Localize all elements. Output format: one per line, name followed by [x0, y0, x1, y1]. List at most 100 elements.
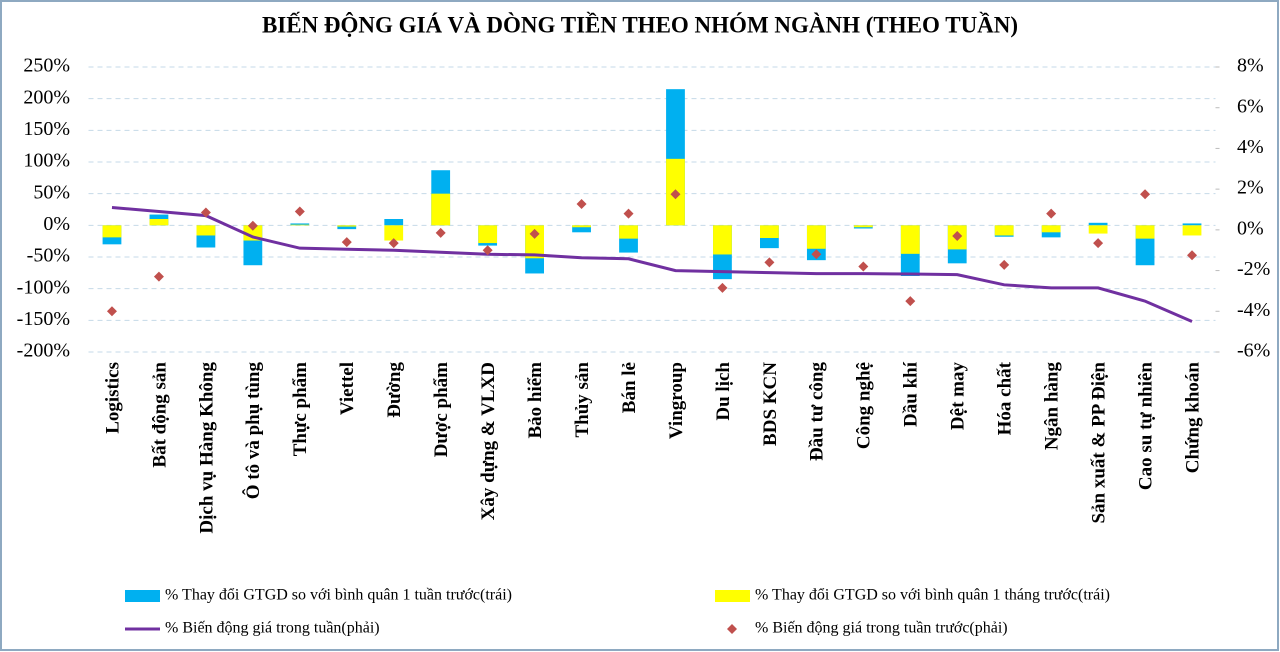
x-tick-label: Ô tô và phụ tùng	[242, 362, 264, 500]
x-tick-label: Hóa chất	[995, 361, 1016, 435]
x-tick-label: Vingroup	[666, 362, 687, 439]
bar	[1182, 223, 1202, 226]
x-tick-label: Logistics	[102, 362, 123, 434]
bar	[149, 219, 169, 226]
y-tick-label: 100%	[23, 150, 70, 172]
x-tick-label: Du lịch	[713, 362, 734, 421]
diamond-marker	[952, 230, 963, 241]
x-tick-label: Dược phẩm	[431, 362, 452, 457]
diamond-marker	[1187, 250, 1198, 261]
y-tick-label: -100%	[17, 276, 70, 298]
y-tick-label: -150%	[17, 308, 70, 330]
y2-tick-label: 4%	[1237, 136, 1264, 158]
bar	[853, 225, 873, 228]
legend-swatch	[727, 624, 737, 634]
bar	[290, 223, 310, 226]
y2-tick-label: 6%	[1237, 95, 1264, 117]
bar	[1182, 225, 1202, 236]
y-tick-label: 0%	[43, 213, 70, 235]
y-tick-label: -200%	[17, 340, 70, 362]
x-tick-label: Chứng khoán	[1182, 362, 1203, 474]
x-tick-label: Xây dựng & VLXD	[478, 362, 499, 520]
y2-tick-label: -6%	[1237, 340, 1270, 362]
diamond-marker	[294, 206, 305, 217]
y-tick-label: 200%	[23, 86, 70, 108]
x-tick-label: Dịch vụ Hàng Không	[196, 362, 217, 534]
bar	[431, 193, 451, 226]
diamond-marker	[341, 237, 352, 248]
x-tick-label: Cao su tự nhiên	[1135, 362, 1156, 491]
bar	[572, 225, 591, 233]
bar	[102, 225, 122, 238]
bar	[806, 225, 826, 249]
x-tick-label: Bán lẻ	[619, 362, 640, 413]
x-tick-label: Viettel	[337, 362, 358, 415]
x-tick-label: Bảo hiểm	[525, 362, 546, 439]
legend-label: % Thay đổi GTGD so với bình quân 1 tuần …	[165, 587, 512, 604]
diamond-marker	[623, 208, 634, 219]
x-tick-label: Dệt may	[948, 362, 969, 431]
y-tick-label: -50%	[27, 245, 70, 267]
x-tick-label: Thủy sản	[572, 362, 593, 438]
bar	[994, 225, 1014, 236]
legend-label: % Thay đổi GTGD so với bình quân 1 tháng…	[755, 587, 1110, 604]
bar	[713, 225, 732, 255]
diamond-marker	[435, 227, 446, 238]
bar	[1088, 225, 1108, 234]
x-tick-label: Công nghệ	[854, 362, 875, 449]
x-tick-label: Dầu khí	[901, 361, 922, 427]
bar	[1088, 222, 1108, 226]
diamond-marker	[670, 189, 681, 200]
diamond-marker	[811, 249, 822, 260]
diamond-marker	[1046, 208, 1057, 219]
x-tick-label: Thực phẩm	[290, 362, 311, 456]
bar	[384, 225, 404, 241]
diamond-marker	[999, 259, 1010, 270]
bar	[760, 225, 779, 238]
y2-tick-label: -2%	[1237, 258, 1270, 280]
y-tick-label: 250%	[23, 55, 70, 77]
bar	[572, 225, 591, 228]
bar	[478, 225, 498, 244]
diamond-marker	[200, 207, 211, 218]
chart-title: BIẾN ĐỘNG GIÁ VÀ DÒNG TIỀN THEO NHÓM NGÀ…	[262, 11, 1018, 37]
diamond-marker	[764, 257, 775, 268]
x-tick-label: BDS KCN	[760, 362, 781, 446]
y2-tick-label: 8%	[1237, 55, 1264, 77]
legend-label: % Biến động giá trong tuần trước(phải)	[755, 620, 1008, 637]
bar	[384, 219, 404, 226]
y2-tick-label: 2%	[1237, 177, 1264, 199]
legend-swatch	[125, 590, 160, 602]
bar	[196, 225, 216, 236]
legend-label: % Biến động giá trong tuần(phải)	[165, 620, 380, 637]
diamond-marker	[1140, 189, 1151, 200]
y2-tick-label: -4%	[1237, 299, 1270, 321]
bar	[1041, 225, 1061, 233]
bar	[619, 225, 638, 239]
diamond-marker	[388, 238, 399, 249]
diamond-marker	[106, 306, 117, 317]
x-tick-label: Ngân hàng	[1042, 362, 1063, 451]
bar	[337, 225, 357, 230]
bar	[337, 225, 357, 227]
x-tick-label: Bất động sản	[149, 362, 170, 468]
diamond-marker	[905, 296, 916, 307]
y2-tick-label: 0%	[1237, 217, 1264, 239]
diamond-marker	[153, 271, 164, 282]
diamond-marker	[576, 199, 587, 210]
bar	[525, 225, 544, 259]
y-tick-label: 50%	[33, 181, 70, 203]
x-tick-label: Sản xuất & PP Điện	[1088, 362, 1109, 524]
price-line	[111, 205, 1193, 323]
diamond-marker	[858, 261, 869, 272]
bar	[1135, 225, 1155, 239]
diamond-marker	[529, 228, 540, 239]
legend-swatch	[715, 590, 750, 602]
x-tick-label: Đường	[384, 362, 405, 418]
diamond-marker	[717, 282, 728, 293]
bar	[900, 225, 920, 254]
bar	[290, 224, 310, 226]
diamond-marker	[247, 220, 258, 231]
